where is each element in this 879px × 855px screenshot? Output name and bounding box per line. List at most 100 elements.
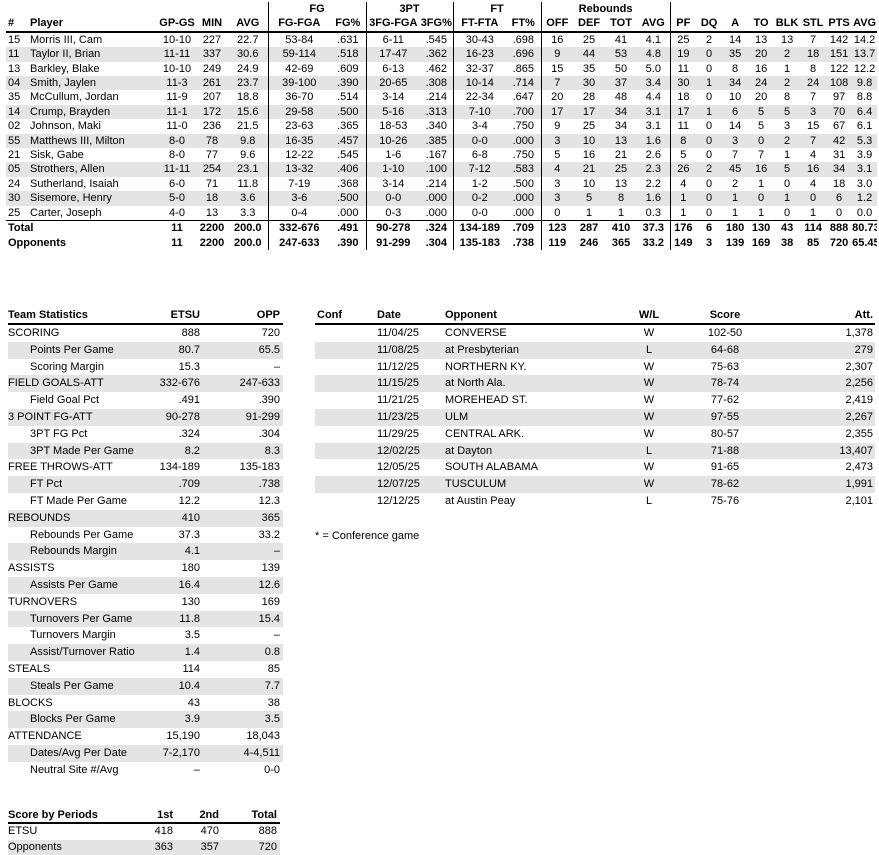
stat-cell: 227	[202, 33, 222, 46]
score-by-periods-table: Score by Periods 1st 2nd Total ETSU 418 47…	[8, 808, 280, 855]
player-row: 21 Sisk, Gabe 8-0 77 9.6 12-22.545 1-6.167 6-8.…	[6, 148, 877, 163]
stat-cell: 172	[202, 105, 222, 118]
score-cell: 78-74	[710, 377, 740, 390]
stat-cell: 6-0	[169, 177, 185, 190]
stat-cell: 8	[669, 133, 697, 149]
stat-cell: 13-32	[267, 162, 331, 177]
team-name-cell: Opponents	[8, 840, 62, 853]
attendance-cell: 1,991	[845, 478, 873, 491]
team-stat-row: ATTENDANCE 15,190 18,043	[8, 728, 283, 745]
team-stat-row: FT Pct .709 .738	[8, 476, 283, 493]
stat-cell: 9	[540, 47, 574, 62]
stat-cell: 59-114	[267, 47, 331, 62]
team-value-cell: 180	[181, 562, 200, 575]
stat-cell: 19	[669, 47, 697, 62]
stat-cell: 2	[784, 48, 791, 61]
date-cell: 12/05/25	[377, 461, 420, 474]
stat-cell: .000	[512, 134, 534, 147]
player-row: 02 Johnson, Maki 11-0 236 21.5 23-63 .365 18-53…	[6, 119, 877, 134]
stat-label-cell: Points Per Game	[30, 343, 114, 356]
stat-cell: 70	[832, 105, 846, 118]
game-row: 11/21/25 MOREHEAD ST. W 77-62 2,419	[315, 392, 875, 409]
stat-cell: .514	[337, 91, 359, 104]
result-cell: W	[643, 327, 655, 339]
stat-cell: 332-676	[267, 220, 331, 236]
player-name-cell: Barkley, Blake	[30, 62, 100, 75]
stat-cell: .698	[512, 33, 534, 46]
stat-cell: 337	[202, 48, 222, 61]
attendance-cell: 2,101	[845, 494, 873, 507]
stat-cell: 41	[614, 33, 628, 46]
stat-cell: 1	[758, 206, 765, 219]
stat-cell: 2.2	[645, 177, 661, 190]
stat-cell: 25	[582, 33, 596, 46]
conf-cell	[315, 375, 375, 392]
attendance-cell: 2,355	[845, 427, 873, 440]
stat-label-cell: 3 POINT FG-ATT	[8, 410, 93, 423]
opponent-cell: at Presbyterian	[445, 343, 519, 356]
stat-cell: 24.9	[237, 62, 259, 75]
stat-cell: 11-0	[166, 120, 188, 133]
column-header: 3FG%	[420, 16, 454, 33]
stat-cell: 176	[669, 220, 697, 236]
stat-cell: 13	[205, 206, 219, 219]
stat-cell: 7	[540, 76, 574, 91]
stat-cell: 200.0	[234, 236, 262, 249]
conf-cell	[315, 476, 375, 493]
stat-cell: 0	[784, 177, 791, 190]
game-row: 12/07/25 TUSCULUM W 78-62 1,991	[315, 476, 875, 493]
team-value-cell: 11.8	[179, 612, 200, 625]
stat-label-cell: TURNOVERS	[8, 595, 78, 608]
stat-cell: 18-53	[365, 119, 421, 134]
stat-cell: 11-11	[163, 48, 191, 61]
stat-cell: 22.7	[237, 33, 259, 46]
stat-cell: 80.73	[852, 220, 878, 236]
schedule-table: Conf Date Opponent W/L Score Att. 11/04/…	[315, 308, 875, 510]
stat-cell: 720	[829, 236, 849, 249]
stat-cell: 200.0	[228, 220, 269, 236]
stat-group-header: FT	[452, 2, 542, 17]
first-half-header: 1st	[118, 808, 176, 824]
stat-label-cell: FIELD GOALS-ATT	[8, 377, 104, 390]
stat-cell: 12-22	[267, 148, 331, 163]
total-column-header: Total	[222, 808, 280, 824]
attendance-column-header: Att.	[785, 308, 875, 325]
stat-cell: 3.6	[240, 192, 256, 205]
stat-label-cell: 3PT Made Per Game	[30, 444, 134, 457]
team-value-cell: .491	[178, 394, 200, 407]
stat-cell: 247-633	[267, 235, 331, 250]
column-header: MIN	[196, 16, 228, 33]
stat-cell: 85	[806, 236, 820, 249]
conf-cell	[315, 426, 375, 443]
stat-cell: 0	[810, 192, 817, 205]
stat-cell: 45	[728, 163, 742, 176]
opponent-value-cell: 65.5	[258, 343, 280, 356]
stat-cell: 16	[582, 149, 596, 162]
stat-cell: 207	[202, 91, 222, 104]
conf-cell	[315, 459, 375, 476]
stat-cell: 17-47	[365, 47, 421, 62]
player-stats-table: FG 3PT FT Rebounds # Player GP-GS MIN AVG FG-FGA F…	[6, 2, 878, 250]
stat-cell: 0	[784, 206, 791, 219]
stat-cell: .167	[425, 149, 447, 162]
score-cell: 71-88	[710, 444, 740, 457]
player-name-cell: Smith, Jaylen	[30, 77, 97, 90]
stat-cell: 25	[582, 120, 596, 133]
stat-cell: .491	[330, 220, 367, 236]
stat-cell: 67	[832, 120, 846, 133]
stat-cell: 0	[758, 192, 765, 205]
opponent-value-cell: 3.5	[264, 713, 280, 726]
stat-cell: 261	[202, 77, 222, 90]
stat-cell: 6-13	[365, 61, 421, 77]
opponent-value-cell: 15.4	[258, 612, 280, 625]
score-cell: 91-65	[710, 461, 740, 474]
player-table-foot: Total 11 2200 200.0 332-676.491 90-278.324 134…	[6, 220, 878, 250]
player-row: 24 Sutherland, Isaiah 6-0 71 11.8 7-19.368 3-1…	[6, 176, 877, 192]
team-value-cell: 10.4	[178, 679, 200, 692]
conf-cell	[315, 359, 375, 376]
stat-cell: 3-14	[365, 90, 421, 105]
stat-cell: 3.4	[645, 77, 661, 90]
opponent-value-cell: 38	[267, 696, 280, 709]
opponent-cell: ULM	[445, 410, 469, 423]
player-row: 35 McCullum, Jordan 11-9 207 18.8 36-70.514 3-…	[6, 90, 877, 105]
